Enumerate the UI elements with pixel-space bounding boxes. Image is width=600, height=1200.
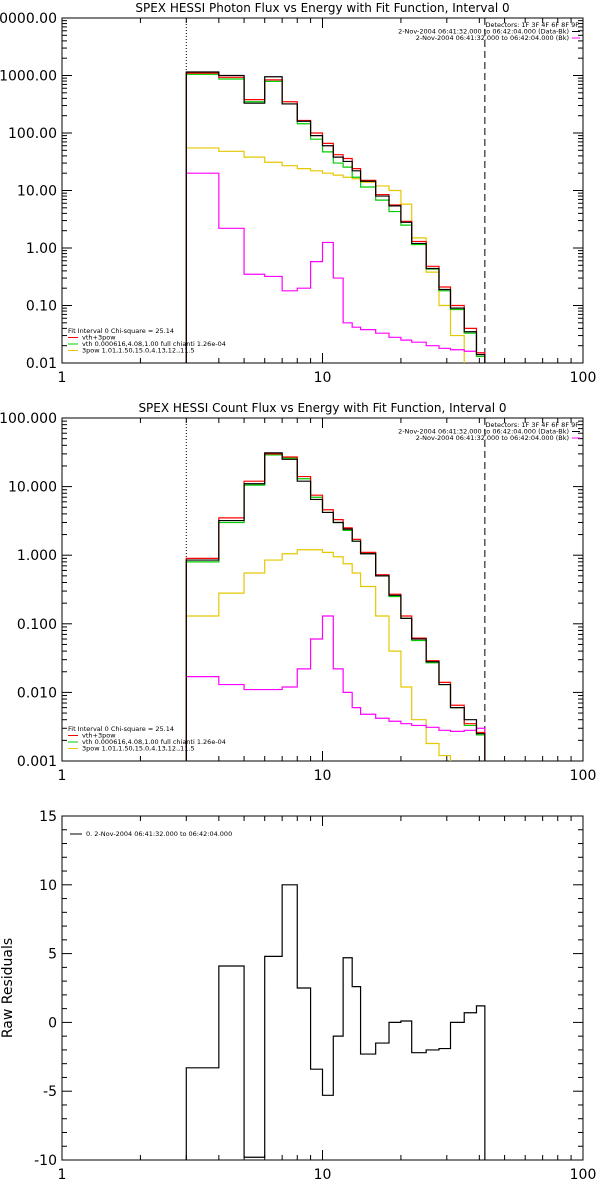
legend-text: vth 0.000616,4.08,1.00 full chianti 1.26… xyxy=(82,340,226,348)
y-tick-label: 10.00 xyxy=(17,184,57,200)
y-tick-label: 10 xyxy=(39,878,57,894)
legend-text: vth+3pow xyxy=(82,732,116,740)
legend-text: vth 0.000616,4.08,1.00 full chianti 1.26… xyxy=(82,738,226,746)
x-tick-label: 10 xyxy=(314,370,332,386)
info-text-1: 2-Nov-2004 06:41:32.000 to 06:42:04.000 … xyxy=(398,428,569,436)
x-tick-label: 100 xyxy=(570,1167,597,1183)
series-vth-3pow-line xyxy=(185,453,486,761)
legend-text: 3pow 1.01,1.50,15.0,4.13,12.,11.5 xyxy=(82,745,195,753)
legend-text: vth+3pow xyxy=(82,334,116,342)
legend-text: 0. 2-Nov-2004 06:41:32.000 to 06:42:04.0… xyxy=(86,830,232,838)
x-tick-label: 1 xyxy=(58,768,67,784)
x-tick-label: 100 xyxy=(570,370,597,386)
y-tick-label: 100.00 xyxy=(8,126,57,142)
y-tick-label: -10 xyxy=(34,1153,57,1169)
chart-title: SPEX HESSI Count Flux vs Energy with Fit… xyxy=(138,401,506,415)
y-tick-label: 15 xyxy=(39,809,57,825)
x-tick-label: 10 xyxy=(314,768,332,784)
y-tick-label: 10000.00 xyxy=(0,11,57,27)
y-tick-label: 0.010 xyxy=(17,685,57,701)
y-axis-label: Raw Residuals xyxy=(0,938,16,1038)
chart-panel-3: 1 10 100 -10 -5 0 5 10 15 Raw Residuals 0. 2-Nov-2… xyxy=(0,809,596,1183)
series-data-bk-line xyxy=(185,452,486,761)
series-bk-line xyxy=(185,172,486,363)
y-tick-label: 0 xyxy=(48,1015,57,1031)
x-tick-label: 1 xyxy=(58,1167,67,1183)
y-tick-label: 0.10 xyxy=(26,299,57,315)
series-vth-3pow-line xyxy=(185,72,486,363)
x-tick-label: 10 xyxy=(314,1167,332,1183)
chart-panel-1: SPEX HESSI Photon Flux vs Energy with Fi… xyxy=(0,1,596,386)
y-tick-label: 0.01 xyxy=(26,356,57,372)
info-text-0: Detectors: 1F 3F 4F 6F 8F 9F xyxy=(485,421,579,429)
y-tick-label: 1.000 xyxy=(17,548,57,564)
y-tick-label: -5 xyxy=(43,1084,57,1100)
legend-text: Fit Interval 0 Chi-square = 25.14 xyxy=(68,327,174,335)
info-text-2: 2-Nov-2004 06:41:32.000 to 06:42:04.000 … xyxy=(416,434,569,442)
legend-text: 3pow 1.01,1.50,15.0,4.13,12.,11.5 xyxy=(82,347,195,355)
series-3pow-line xyxy=(185,147,486,363)
y-tick-label: 1000.00 xyxy=(0,69,57,85)
y-tick-label: 0.100 xyxy=(17,617,57,633)
series-data-bk-line xyxy=(185,71,486,363)
y-tick-label: 0.001 xyxy=(17,754,57,770)
series-vth-line xyxy=(185,73,486,363)
x-tick-label: 1 xyxy=(58,370,67,386)
y-tick-label: 1.00 xyxy=(26,241,57,257)
x-tick-label: 100 xyxy=(570,768,597,784)
series-residuals-line xyxy=(185,884,486,1160)
series-bk-line xyxy=(185,615,486,761)
y-tick-label: 100.000 xyxy=(0,411,57,427)
series-3pow-line xyxy=(185,549,486,761)
y-tick-label: 10.000 xyxy=(8,480,57,496)
info-text-2: 2-Nov-2004 06:41:32.000 to 06:42:04.000 … xyxy=(416,34,569,42)
chart-title: SPEX HESSI Photon Flux vs Energy with Fi… xyxy=(135,1,509,15)
info-text-0: Detectors: 1F 3F 4F 6F 8F 9F xyxy=(485,21,579,29)
info-text-1: 2-Nov-2004 06:41:32.000 to 06:42:04.000 … xyxy=(398,28,569,36)
chart-panel-2: SPEX HESSI Count Flux vs Energy with Fit… xyxy=(0,401,596,784)
legend-text: Fit Interval 0 Chi-square = 25.14 xyxy=(68,725,174,733)
y-tick-label: 5 xyxy=(48,947,57,963)
chart-panels: SPEX HESSI Photon Flux vs Energy with Fi… xyxy=(0,1,596,1183)
